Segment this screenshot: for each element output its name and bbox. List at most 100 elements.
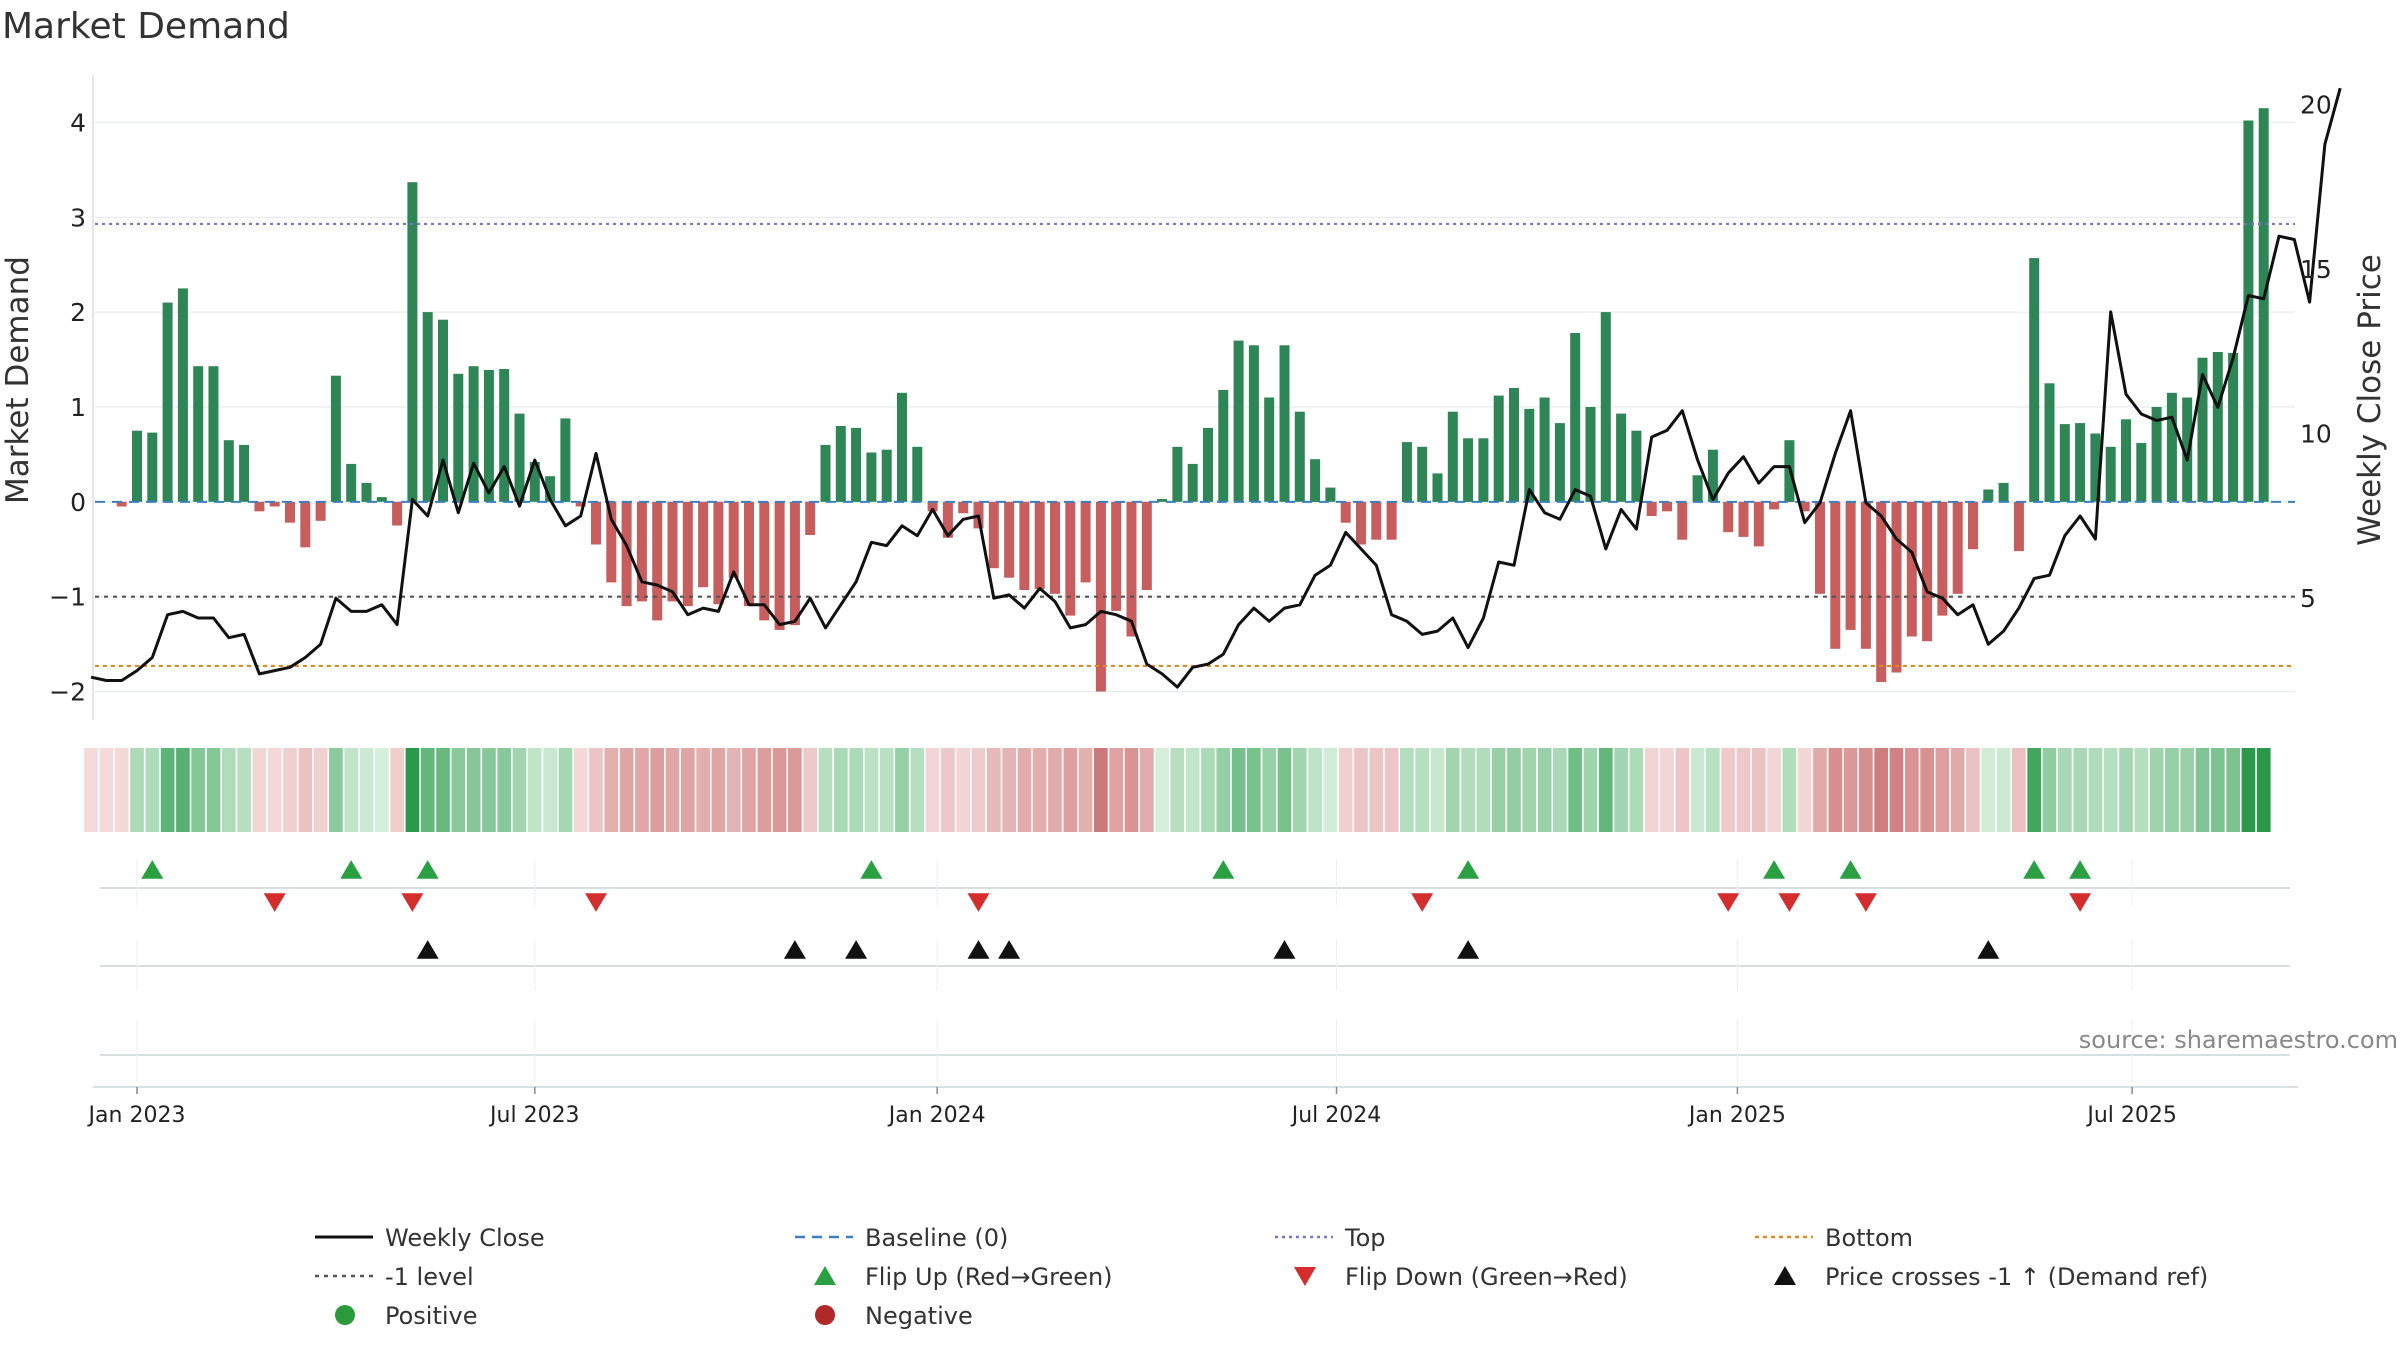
demand-bar bbox=[1095, 501, 1106, 692]
demand-bar bbox=[1799, 501, 1810, 512]
demand-bar bbox=[1356, 501, 1366, 545]
demand-bar bbox=[2182, 397, 2193, 502]
demand-bar bbox=[744, 501, 754, 607]
demand-bar bbox=[1937, 501, 1948, 616]
demand-bar bbox=[774, 501, 785, 630]
heat-cell bbox=[1981, 748, 1996, 832]
price-cross-marker bbox=[967, 940, 990, 959]
legend-item: -1 level bbox=[315, 1263, 474, 1291]
flip-up-marker bbox=[1763, 860, 1786, 879]
demand-bar bbox=[606, 501, 617, 583]
heat-cell bbox=[1736, 748, 1751, 832]
y-tick-label: −1 bbox=[49, 583, 86, 612]
heat-cell bbox=[1966, 748, 1980, 832]
demand-bar bbox=[1218, 389, 1229, 502]
heat-cell bbox=[99, 748, 114, 832]
heat-cell bbox=[1644, 748, 1659, 832]
legend-label: Weekly Close bbox=[385, 1224, 545, 1252]
demand-bar bbox=[1294, 411, 1305, 502]
x-axis: Jan 2023 Jul 2023 Jan 2024 Jul 2024 Jan 2025… bbox=[87, 1086, 2298, 1128]
demand-bar bbox=[1279, 345, 1290, 502]
x-tick-label: Jan 2024 bbox=[887, 1103, 986, 1128]
heat-cell bbox=[2042, 748, 2057, 832]
demand-bar bbox=[1203, 427, 1213, 502]
legend-swatch bbox=[1294, 1267, 1316, 1286]
heat-cell bbox=[267, 748, 282, 832]
demand-bar bbox=[392, 501, 403, 526]
heat-cell bbox=[237, 748, 251, 832]
source-text: source: sharemaestro.com bbox=[2079, 1026, 2398, 1054]
demand-bar bbox=[1310, 459, 1321, 502]
heat-cell bbox=[1155, 748, 1169, 832]
heat-cell bbox=[834, 748, 848, 832]
demand-bar bbox=[1631, 430, 1642, 502]
heat-cell bbox=[1017, 748, 1032, 832]
heat-cell bbox=[1629, 748, 1644, 832]
flip-down-marker bbox=[585, 893, 607, 912]
flip-down-marker bbox=[401, 893, 424, 912]
legend-item: Flip Down (Green→Red) bbox=[1294, 1263, 1628, 1291]
legend-label: Flip Down (Green→Red) bbox=[1345, 1263, 1628, 1291]
demand-bar bbox=[223, 440, 234, 502]
demand-bar bbox=[1845, 501, 1856, 630]
y-tick-label: 2 bbox=[70, 298, 86, 327]
heat-cell bbox=[1675, 748, 1690, 832]
price-cross-marker bbox=[845, 940, 868, 959]
heat-cell bbox=[375, 748, 389, 832]
demand-bar bbox=[1509, 388, 1519, 502]
heat-cell bbox=[2165, 748, 2179, 832]
heat-cell bbox=[1109, 748, 1123, 832]
heat-cell bbox=[313, 748, 328, 832]
legend-swatch bbox=[335, 1305, 355, 1325]
demand-bar bbox=[820, 444, 831, 502]
demand-bar bbox=[789, 501, 800, 626]
heat-cell bbox=[589, 748, 603, 832]
heat-cell bbox=[757, 748, 772, 832]
heat-cell bbox=[1185, 748, 1200, 832]
flip-down-marker bbox=[967, 893, 990, 912]
heat-cell bbox=[482, 748, 496, 832]
heat-cell bbox=[1338, 748, 1353, 832]
demand-bar bbox=[2075, 423, 2086, 502]
heat-cell bbox=[1308, 748, 1322, 832]
price-line-group bbox=[90, 87, 2342, 689]
demand-bar bbox=[1738, 501, 1749, 537]
legend-swatch bbox=[815, 1305, 835, 1325]
demand-bar bbox=[1463, 438, 1474, 502]
legend: Weekly Close Baseline (0) Top Bottom -1 leve… bbox=[315, 1224, 2208, 1330]
demand-bar bbox=[1922, 501, 1933, 642]
legend-swatch bbox=[814, 1266, 836, 1285]
demand-bar bbox=[667, 501, 678, 602]
heat-cell bbox=[1859, 748, 1873, 832]
heat-cell bbox=[696, 748, 710, 832]
demand-bar bbox=[1968, 501, 1978, 550]
demand-bar bbox=[269, 501, 280, 507]
heat-cell bbox=[1935, 748, 1950, 832]
heat-cell bbox=[1445, 748, 1460, 832]
heat-cell bbox=[742, 748, 756, 832]
heat-cell bbox=[711, 748, 726, 832]
heat-cell bbox=[1553, 748, 1567, 832]
demand-bar bbox=[2197, 357, 2208, 502]
heat-cell bbox=[1369, 748, 1384, 832]
demand-bar bbox=[315, 501, 326, 521]
demand-bar bbox=[1080, 501, 1091, 583]
demand-bar bbox=[147, 432, 158, 502]
legend-swatch bbox=[1774, 1266, 1796, 1285]
demand-bar bbox=[988, 501, 999, 569]
demand-bar bbox=[254, 501, 265, 512]
heat-cell bbox=[987, 748, 1001, 832]
heat-cell bbox=[1660, 748, 1674, 832]
price-cross-marker bbox=[1273, 940, 1296, 959]
demand-bar bbox=[1692, 475, 1703, 502]
demand-bar bbox=[1371, 501, 1382, 540]
heat-cell bbox=[1491, 748, 1506, 832]
heat-cell bbox=[2256, 748, 2271, 832]
flip-up-marker bbox=[2023, 860, 2046, 879]
demand-bar bbox=[1447, 411, 1458, 502]
legend-label: Baseline (0) bbox=[865, 1224, 1008, 1252]
y2-tick-label: 10 bbox=[2300, 420, 2332, 449]
price-cross-marker bbox=[1977, 940, 2000, 959]
demand-bar bbox=[713, 501, 724, 605]
legend-item: Bottom bbox=[1755, 1224, 1913, 1252]
